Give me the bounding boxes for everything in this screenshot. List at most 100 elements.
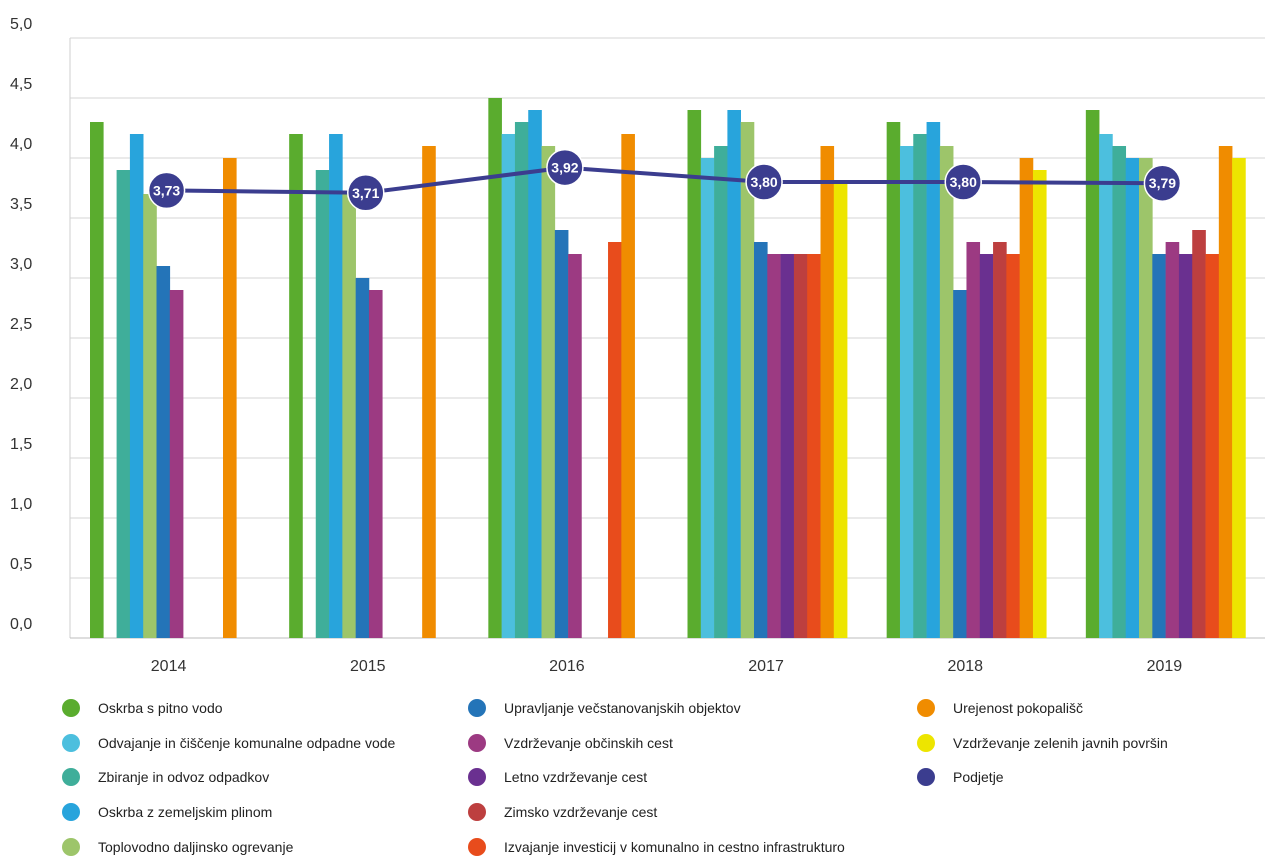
legend-item: Vzdrževanje občinskih cest	[468, 732, 673, 754]
bar	[1139, 158, 1153, 638]
combo-chart: 0,00,51,01,52,02,53,03,54,04,55,0 2014 20…	[10, 16, 1265, 675]
y-tick-label: 3,5	[10, 196, 32, 213]
y-axis-tick-labels: 0,0 0,5 1,0 1,5 2,0 2,5 3,0 3,5 4,0 4,5 5,0	[10, 16, 32, 633]
y-tick-label: 2,5	[10, 316, 32, 333]
legend-item: Zimsko vzdrževanje cest	[468, 801, 657, 823]
bar	[554, 230, 569, 638]
bar	[1085, 110, 1100, 638]
bar	[780, 254, 795, 638]
data-label: 3,92	[551, 160, 578, 176]
bar	[953, 290, 967, 638]
bar	[833, 182, 848, 638]
legend-swatch	[468, 734, 486, 752]
bar	[169, 290, 184, 638]
legend-item: Odvajanje in čiščenje komunalne odpadne …	[62, 732, 395, 754]
bar	[939, 146, 954, 638]
y-tick-label: 0,5	[10, 556, 32, 573]
bar	[1232, 158, 1246, 638]
bar	[368, 290, 383, 638]
legend-item: Oskrba s pitno vodo	[62, 697, 223, 719]
data-label: 3,80	[750, 174, 777, 190]
line-point	[546, 148, 584, 187]
bar	[1152, 254, 1166, 638]
legend-label: Zbiranje in odvoz odpadkov	[98, 769, 270, 785]
bar	[156, 266, 171, 638]
bar	[568, 254, 582, 638]
y-tick-label: 1,5	[10, 436, 32, 453]
legend-swatch	[468, 838, 486, 856]
bar	[1032, 170, 1047, 638]
legend-label: Oskrba s pitno vodo	[98, 700, 223, 716]
bar	[223, 158, 237, 638]
legend-item: Urejenost pokopališč	[917, 697, 1083, 719]
legend-item: Izvajanje investicij v komunalno in cest…	[468, 836, 845, 858]
bar	[979, 254, 994, 638]
bar	[1178, 254, 1193, 638]
legend-label: Upravljanje večstanovanjskih objektov	[504, 700, 741, 716]
bar	[1112, 146, 1127, 638]
line-point	[1143, 164, 1182, 202]
y-tick-label: 5,0	[10, 16, 32, 33]
podjetje-line: 3,73 3,71 3,92 3,80 3,80 3,79	[147, 148, 1182, 212]
bar	[608, 242, 622, 638]
y-tick-label: 2,0	[10, 376, 32, 393]
x-tick-label: 2018	[947, 658, 983, 675]
legend-swatch	[917, 768, 935, 786]
bar	[501, 134, 516, 638]
data-label: 3,73	[153, 182, 180, 198]
bar	[342, 194, 356, 638]
bar	[687, 110, 702, 638]
legend-label: Toplovodno daljinsko ogrevanje	[98, 839, 294, 855]
bar	[541, 146, 556, 638]
legend-label: Oskrba z zemeljskim plinom	[98, 804, 273, 820]
bar	[1218, 146, 1233, 638]
bar	[700, 158, 715, 638]
x-tick-label: 2016	[549, 658, 585, 675]
bar	[621, 134, 635, 638]
legend: Oskrba s pitno vodo Odvajanje in čiščenje…	[0, 696, 1265, 856]
bar	[422, 146, 436, 638]
legend-swatch	[468, 803, 486, 821]
legend-label: Urejenost pokopališč	[953, 700, 1083, 716]
legend-item: Podjetje	[917, 766, 1004, 788]
y-tick-label: 0,0	[10, 616, 32, 633]
bar	[1099, 134, 1113, 638]
x-tick-label: 2017	[748, 658, 784, 675]
legend-swatch	[468, 768, 486, 786]
bar	[1165, 242, 1180, 638]
x-axis-tick-labels: 2014 2015 2016 2017 2018 2019	[151, 658, 1183, 675]
legend-swatch	[468, 699, 486, 717]
bar	[315, 170, 330, 638]
bar	[329, 134, 343, 638]
bar	[488, 98, 502, 638]
bar	[767, 254, 781, 638]
data-label: 3,71	[352, 185, 379, 201]
bar	[528, 110, 542, 638]
bar	[899, 146, 914, 638]
legend-label: Zimsko vzdrževanje cest	[504, 804, 658, 820]
legend-swatch	[917, 699, 935, 717]
legend-swatch	[62, 699, 80, 717]
bar	[90, 122, 104, 638]
legend-swatch	[62, 838, 80, 856]
legend-swatch	[62, 803, 80, 821]
data-label: 3,80	[950, 174, 977, 190]
x-tick-label: 2019	[1147, 658, 1183, 675]
bar	[1192, 230, 1206, 638]
bar	[143, 194, 157, 638]
legend-label: Podjetje	[953, 769, 1004, 785]
line-point	[147, 171, 186, 210]
line-point	[745, 163, 783, 201]
bar	[926, 122, 941, 638]
bar	[793, 254, 808, 638]
bar	[1205, 254, 1220, 638]
bar	[727, 110, 741, 638]
line-point	[347, 174, 385, 212]
x-tick-label: 2014	[151, 658, 187, 675]
x-tick-label: 2015	[350, 658, 386, 675]
legend-item: Oskrba z zemeljskim plinom	[62, 801, 272, 823]
legend-swatch	[62, 734, 80, 752]
data-label: 3,79	[1149, 175, 1176, 191]
bar	[966, 242, 981, 638]
legend-label: Vzdrževanje zelenih javnih površin	[953, 735, 1168, 751]
